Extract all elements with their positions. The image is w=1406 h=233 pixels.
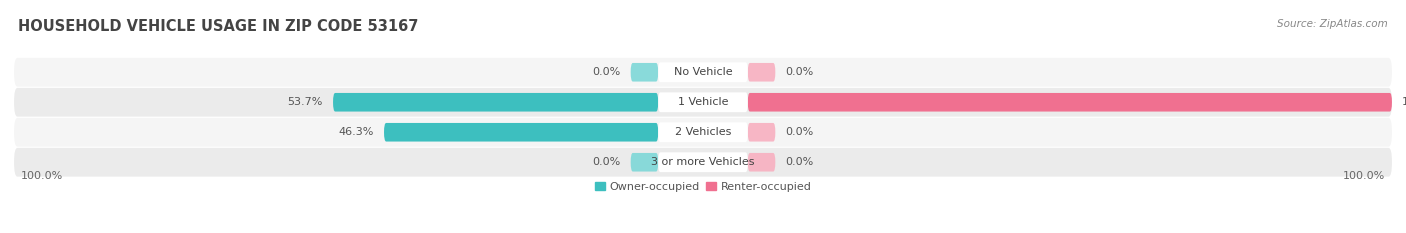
Text: 0.0%: 0.0% <box>592 67 620 77</box>
FancyBboxPatch shape <box>14 148 1392 177</box>
FancyBboxPatch shape <box>748 123 775 141</box>
Text: 0.0%: 0.0% <box>786 127 814 137</box>
FancyBboxPatch shape <box>14 88 1392 117</box>
FancyBboxPatch shape <box>748 153 775 171</box>
Text: 100.0%: 100.0% <box>1402 97 1406 107</box>
FancyBboxPatch shape <box>384 123 658 141</box>
FancyBboxPatch shape <box>333 93 658 112</box>
Text: 53.7%: 53.7% <box>287 97 323 107</box>
FancyBboxPatch shape <box>631 63 658 82</box>
Text: 3 or more Vehicles: 3 or more Vehicles <box>651 157 755 167</box>
Text: No Vehicle: No Vehicle <box>673 67 733 77</box>
Text: 1 Vehicle: 1 Vehicle <box>678 97 728 107</box>
FancyBboxPatch shape <box>658 62 748 82</box>
Text: HOUSEHOLD VEHICLE USAGE IN ZIP CODE 53167: HOUSEHOLD VEHICLE USAGE IN ZIP CODE 5316… <box>18 19 419 34</box>
Legend: Owner-occupied, Renter-occupied: Owner-occupied, Renter-occupied <box>595 182 811 192</box>
FancyBboxPatch shape <box>658 92 748 112</box>
Text: 0.0%: 0.0% <box>592 157 620 167</box>
FancyBboxPatch shape <box>658 122 748 142</box>
Text: 100.0%: 100.0% <box>1343 171 1385 181</box>
Text: 0.0%: 0.0% <box>786 67 814 77</box>
FancyBboxPatch shape <box>748 93 1392 112</box>
Text: 0.0%: 0.0% <box>786 157 814 167</box>
Text: 100.0%: 100.0% <box>21 171 63 181</box>
FancyBboxPatch shape <box>14 118 1392 147</box>
Text: 2 Vehicles: 2 Vehicles <box>675 127 731 137</box>
FancyBboxPatch shape <box>14 58 1392 87</box>
Text: 46.3%: 46.3% <box>339 127 374 137</box>
FancyBboxPatch shape <box>658 152 748 172</box>
FancyBboxPatch shape <box>748 63 775 82</box>
FancyBboxPatch shape <box>631 153 658 171</box>
Text: Source: ZipAtlas.com: Source: ZipAtlas.com <box>1277 19 1388 29</box>
